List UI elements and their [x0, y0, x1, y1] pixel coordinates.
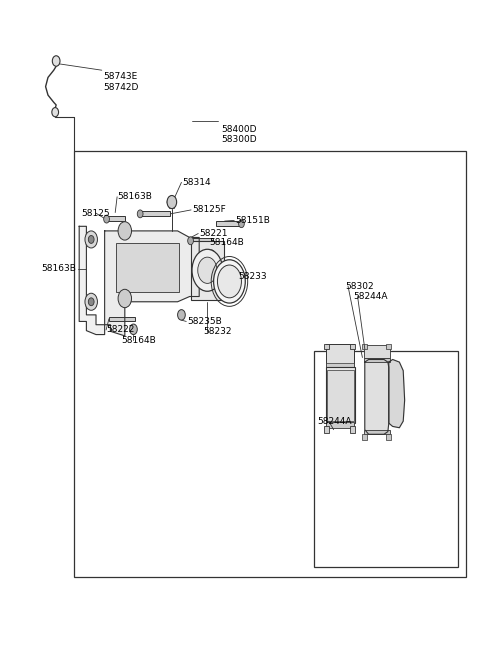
Circle shape	[198, 257, 217, 283]
Bar	[116, 243, 179, 292]
Bar	[74, 151, 466, 577]
Bar	[326, 422, 354, 428]
Bar	[364, 345, 390, 358]
Text: 58164B: 58164B	[121, 336, 156, 345]
Circle shape	[85, 293, 97, 310]
Bar	[386, 344, 391, 349]
Bar	[326, 363, 354, 367]
Text: 58125: 58125	[82, 209, 110, 218]
Text: 58163B: 58163B	[118, 192, 153, 201]
Bar	[109, 317, 135, 321]
Text: 58244A: 58244A	[317, 417, 351, 426]
Bar	[216, 221, 242, 226]
Circle shape	[217, 265, 241, 298]
Bar	[191, 241, 224, 300]
Circle shape	[167, 195, 177, 209]
Bar	[362, 344, 367, 349]
Text: 58151B: 58151B	[235, 216, 270, 225]
Circle shape	[52, 108, 59, 117]
Bar	[139, 211, 170, 216]
Circle shape	[88, 236, 94, 243]
Text: 58164B: 58164B	[210, 238, 244, 247]
Text: 58125F: 58125F	[192, 205, 226, 215]
Text: 58244A: 58244A	[353, 292, 387, 301]
Text: 58743E
58742D: 58743E 58742D	[103, 72, 139, 92]
Text: 58400D
58300D: 58400D 58300D	[221, 125, 256, 144]
Circle shape	[207, 250, 216, 262]
Circle shape	[188, 237, 193, 245]
Polygon shape	[79, 226, 105, 335]
Circle shape	[118, 289, 132, 308]
Text: 58302: 58302	[346, 281, 374, 291]
Bar	[386, 434, 391, 440]
Bar	[350, 426, 355, 433]
Text: 58221: 58221	[199, 229, 228, 238]
Bar	[190, 238, 213, 243]
Bar	[326, 344, 354, 367]
Circle shape	[192, 249, 223, 291]
Circle shape	[85, 231, 97, 248]
Bar	[314, 351, 458, 567]
Text: 58235B: 58235B	[187, 317, 222, 326]
Text: 58222: 58222	[107, 325, 135, 335]
Bar	[106, 216, 125, 221]
Bar	[350, 344, 355, 349]
Circle shape	[178, 310, 185, 320]
Circle shape	[239, 220, 244, 228]
Circle shape	[214, 260, 245, 303]
Bar	[362, 434, 367, 440]
Text: 58314: 58314	[182, 178, 211, 187]
Circle shape	[130, 324, 137, 335]
Bar	[364, 430, 390, 434]
Bar	[324, 344, 329, 349]
Circle shape	[88, 298, 94, 306]
Polygon shape	[105, 231, 199, 336]
Polygon shape	[365, 359, 389, 434]
Circle shape	[52, 56, 60, 66]
Text: 58232: 58232	[204, 327, 232, 337]
Text: 58233: 58233	[239, 272, 267, 281]
Bar	[327, 370, 354, 421]
Polygon shape	[389, 359, 405, 428]
Bar	[326, 367, 355, 423]
Circle shape	[137, 210, 143, 218]
Circle shape	[104, 215, 109, 223]
Bar	[364, 358, 390, 362]
Bar	[324, 426, 329, 433]
Circle shape	[118, 222, 132, 240]
Text: 58163B: 58163B	[41, 264, 76, 274]
